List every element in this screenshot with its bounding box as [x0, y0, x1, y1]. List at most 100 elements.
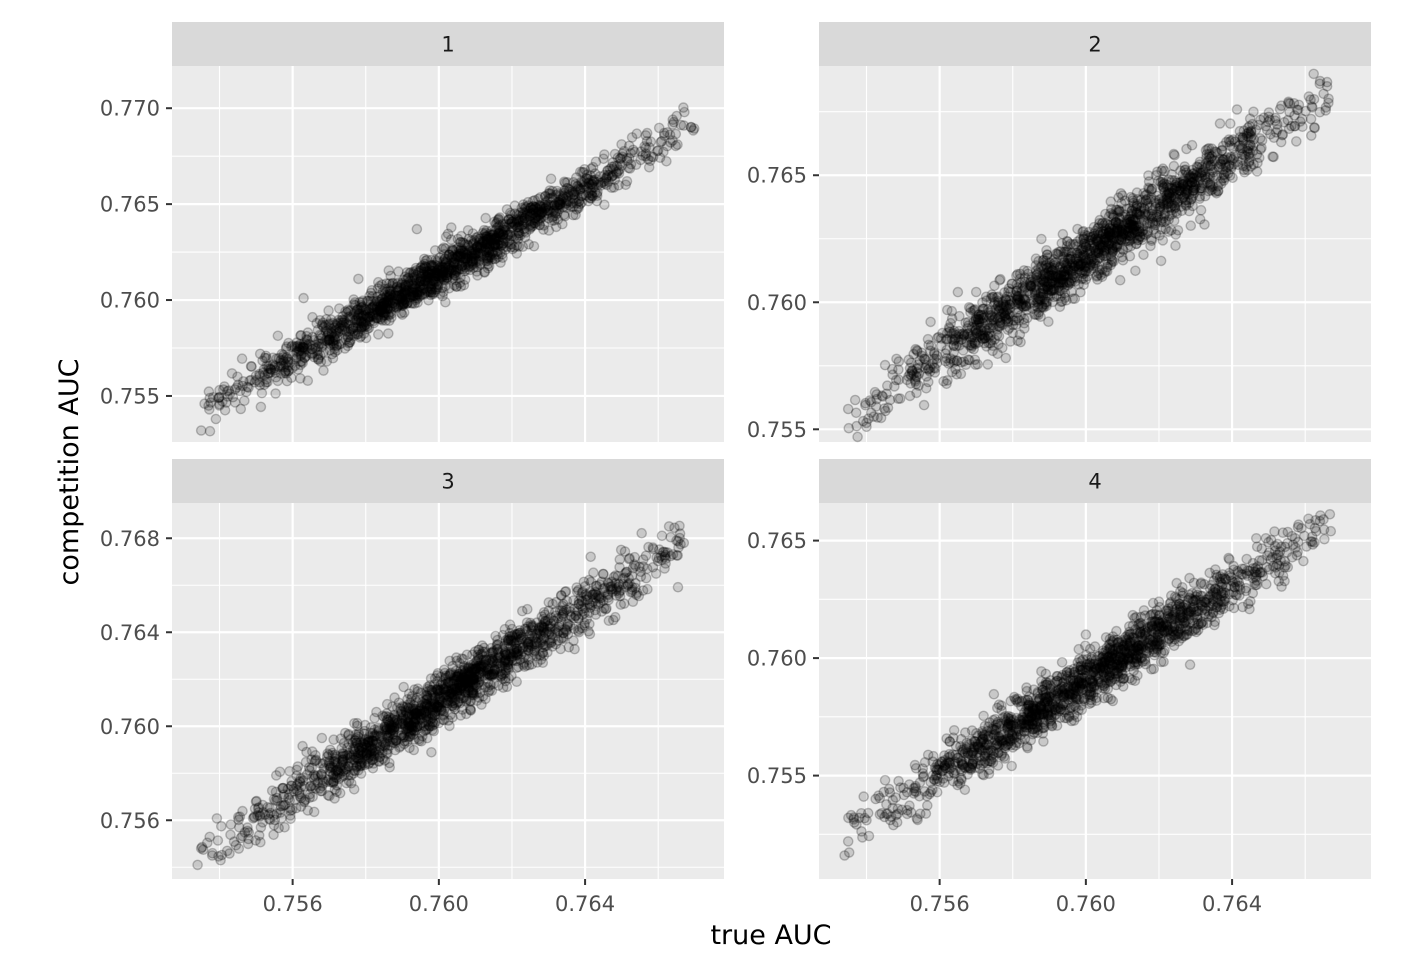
scatter-point	[246, 361, 257, 372]
scatter-point	[861, 421, 872, 433]
scatter-point	[452, 258, 463, 270]
scatter-point	[658, 146, 669, 158]
scatter-point	[488, 249, 499, 261]
scatter-point	[302, 327, 314, 338]
scatter-point	[385, 285, 397, 297]
scatter-point	[923, 376, 934, 388]
scatter-point	[1097, 226, 1109, 237]
scatter-point	[328, 339, 340, 351]
scatter-point	[391, 282, 403, 293]
scatter-point	[195, 425, 207, 436]
scatter-point	[413, 280, 425, 292]
y-tick-label: 0.768	[100, 527, 160, 551]
scatter-point	[312, 349, 323, 360]
scatter-point	[422, 267, 434, 278]
scatter-point	[1124, 250, 1136, 262]
scatter-point	[544, 187, 555, 199]
scatter-point	[573, 183, 584, 195]
scatter-point	[517, 208, 529, 220]
scatter-point	[261, 360, 272, 372]
y-tick-label: 0.760	[747, 291, 807, 315]
scatter-point	[1032, 296, 1043, 308]
scatter-point	[982, 319, 993, 330]
scatter-point	[431, 268, 443, 279]
scatter-point	[366, 284, 378, 296]
scatter-point	[424, 267, 435, 279]
scatter-point	[1080, 266, 1092, 278]
scatter-point	[446, 243, 458, 255]
scatter-point	[570, 209, 581, 221]
facet-strip-label: 2	[1088, 33, 1101, 57]
scatter-point	[1231, 104, 1243, 115]
scatter-point	[362, 306, 374, 317]
scatter-point	[397, 298, 409, 310]
scatter-point	[459, 259, 471, 271]
scatter-point	[918, 399, 930, 411]
scatter-point	[887, 363, 898, 375]
scatter-point	[612, 165, 624, 177]
scatter-point	[377, 306, 389, 318]
scatter-point	[1239, 166, 1250, 178]
scatter-point	[389, 692, 400, 703]
scatter-point	[543, 205, 554, 216]
scatter-point	[435, 271, 447, 283]
scatter-point	[1303, 91, 1315, 102]
scatter-point	[1172, 224, 1184, 236]
scatter-point	[307, 311, 318, 323]
scatter-point	[463, 259, 474, 271]
scatter-point	[376, 303, 388, 315]
scatter-point	[418, 263, 430, 274]
scatter-point	[519, 203, 531, 214]
scatter-point	[567, 197, 579, 209]
scatter-point	[522, 621, 534, 632]
scatter-point	[335, 317, 346, 328]
scatter-point	[517, 241, 529, 252]
scatter-point	[493, 228, 504, 239]
scatter-point	[338, 737, 350, 749]
scatter-point	[291, 352, 302, 364]
scatter-point	[402, 277, 414, 289]
scatter-point	[586, 179, 598, 190]
scatter-point	[675, 119, 687, 131]
scatter-point	[568, 187, 580, 198]
scatter-point	[1002, 303, 1014, 315]
scatter-point	[466, 252, 477, 264]
scatter-point	[483, 253, 494, 264]
scatter-point	[1097, 241, 1109, 252]
scatter-point	[306, 746, 318, 757]
scatter-point	[539, 203, 551, 214]
scatter-point	[224, 388, 236, 400]
scatter-point	[512, 225, 524, 237]
scatter-point	[365, 302, 377, 314]
scatter-point	[379, 740, 391, 752]
scatter-point	[643, 161, 655, 173]
scatter-point	[523, 200, 534, 211]
scatter-point	[583, 178, 595, 189]
scatter-point	[315, 338, 327, 350]
scatter-point	[611, 160, 623, 172]
scatter-point	[232, 371, 243, 383]
scatter-point	[357, 295, 369, 307]
scatter-point	[924, 362, 936, 374]
scatter-point	[678, 537, 690, 549]
scatter-point	[562, 190, 574, 201]
scatter-point	[522, 603, 533, 615]
scatter-point	[439, 263, 451, 274]
scatter-point	[663, 521, 675, 532]
y-tick-label: 0.756	[100, 809, 160, 833]
scatter-point	[460, 252, 472, 264]
scatter-point	[534, 209, 546, 221]
scatter-point	[1117, 190, 1128, 201]
scatter-point	[409, 271, 421, 283]
scatter-point	[418, 268, 429, 280]
scatter-point	[431, 279, 443, 291]
scatter-point	[1204, 148, 1215, 160]
scatter-point	[443, 249, 455, 261]
scatter-point	[450, 264, 462, 276]
panel-background	[172, 66, 724, 442]
scatter-point	[1053, 277, 1064, 289]
scatter-point	[376, 279, 388, 290]
scatter-point	[381, 292, 393, 304]
scatter-point	[543, 225, 555, 236]
